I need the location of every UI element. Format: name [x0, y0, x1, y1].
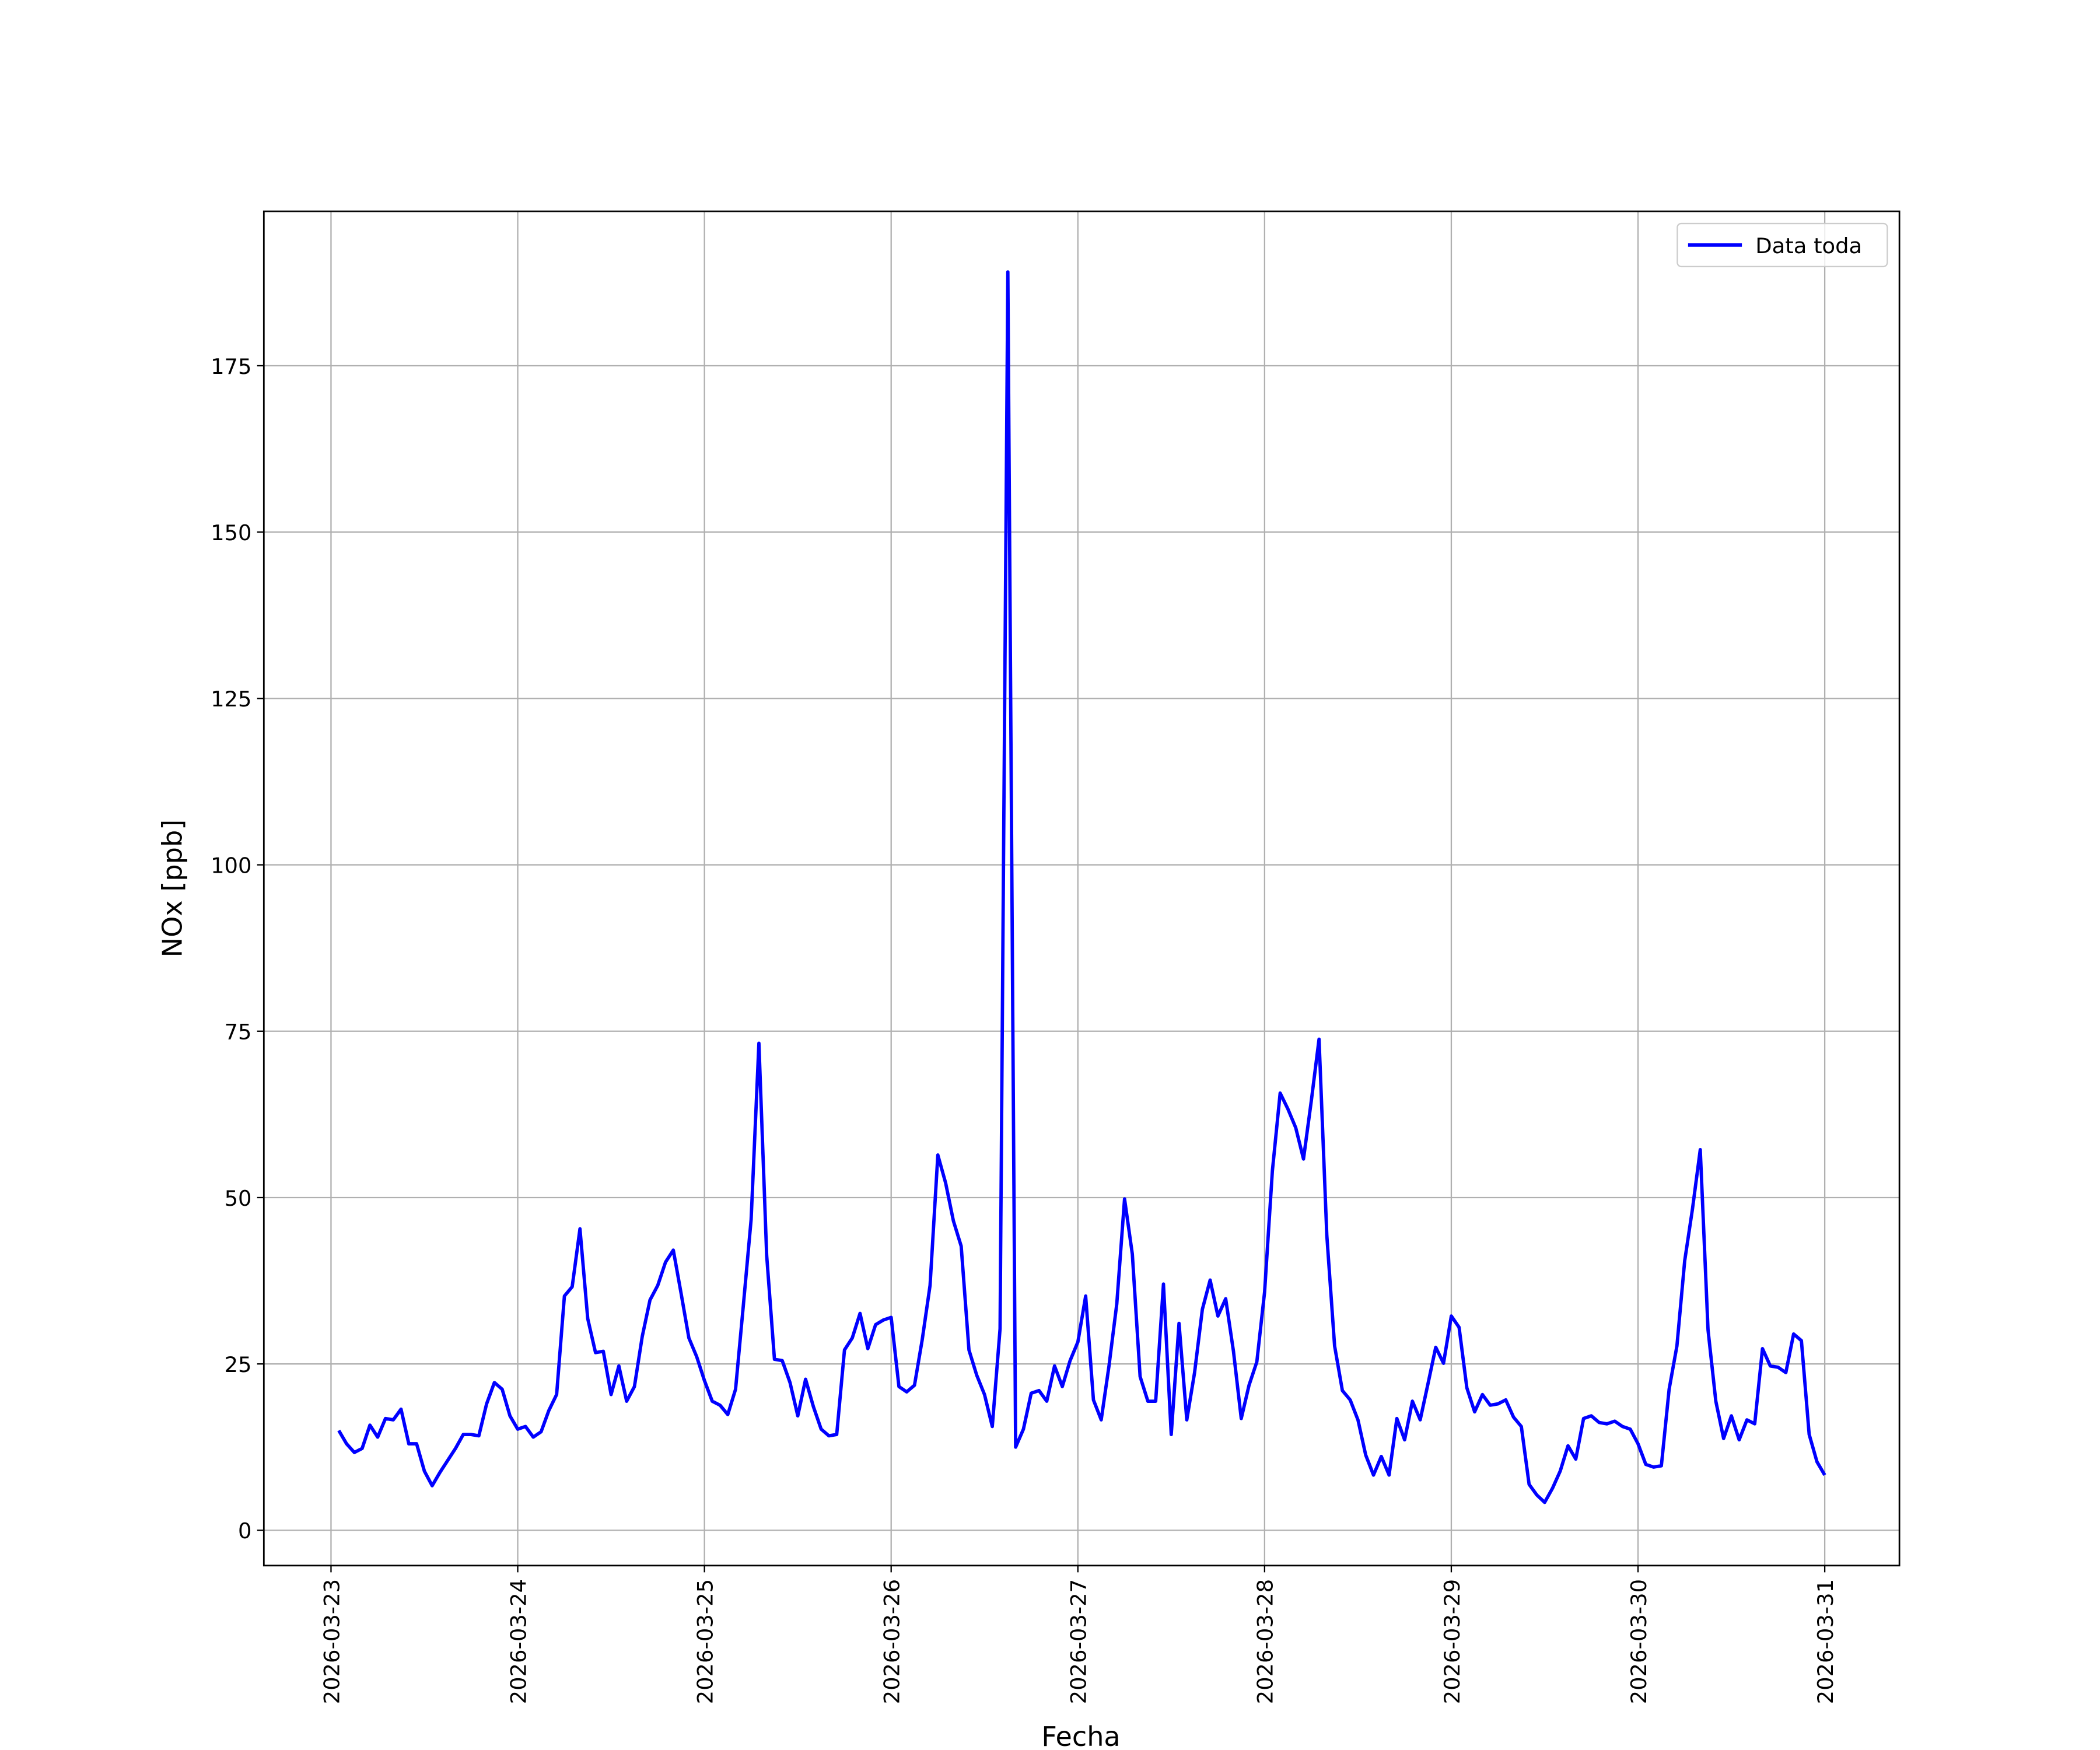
x-tick-label: 2026-03-28	[1253, 1579, 1278, 1704]
y-tick-label: 175	[211, 354, 251, 379]
x-tick-label: 2026-03-25	[692, 1579, 718, 1704]
y-tick-label: 125	[211, 687, 251, 712]
y-tick-label: 75	[225, 1020, 252, 1045]
x-tick-label: 2026-03-26	[880, 1579, 905, 1704]
y-axis-label: NOx [ppb]	[157, 820, 188, 958]
y-tick-label: 25	[225, 1352, 252, 1377]
x-axis-label: Fecha	[1041, 1721, 1120, 1750]
y-tick-label: 150	[211, 520, 251, 545]
x-tick-label: 2026-03-23	[319, 1579, 344, 1704]
x-tick-label: 2026-03-24	[506, 1579, 531, 1704]
x-tick-label: 2026-03-29	[1440, 1579, 1465, 1704]
plot-frame	[262, 210, 1901, 1567]
y-tick-label: 100	[211, 853, 251, 878]
legend-label: Data toda	[1755, 233, 1862, 258]
data-line	[337, 270, 1826, 1504]
x-tick-label: 2026-03-31	[1813, 1579, 1838, 1704]
x-tick-label: 2026-03-27	[1066, 1579, 1091, 1704]
y-tick-label: 0	[238, 1518, 251, 1544]
y-tick-label: 50	[225, 1186, 252, 1211]
x-tick-label: 2026-03-30	[1626, 1579, 1651, 1704]
legend-box	[1676, 222, 1888, 268]
